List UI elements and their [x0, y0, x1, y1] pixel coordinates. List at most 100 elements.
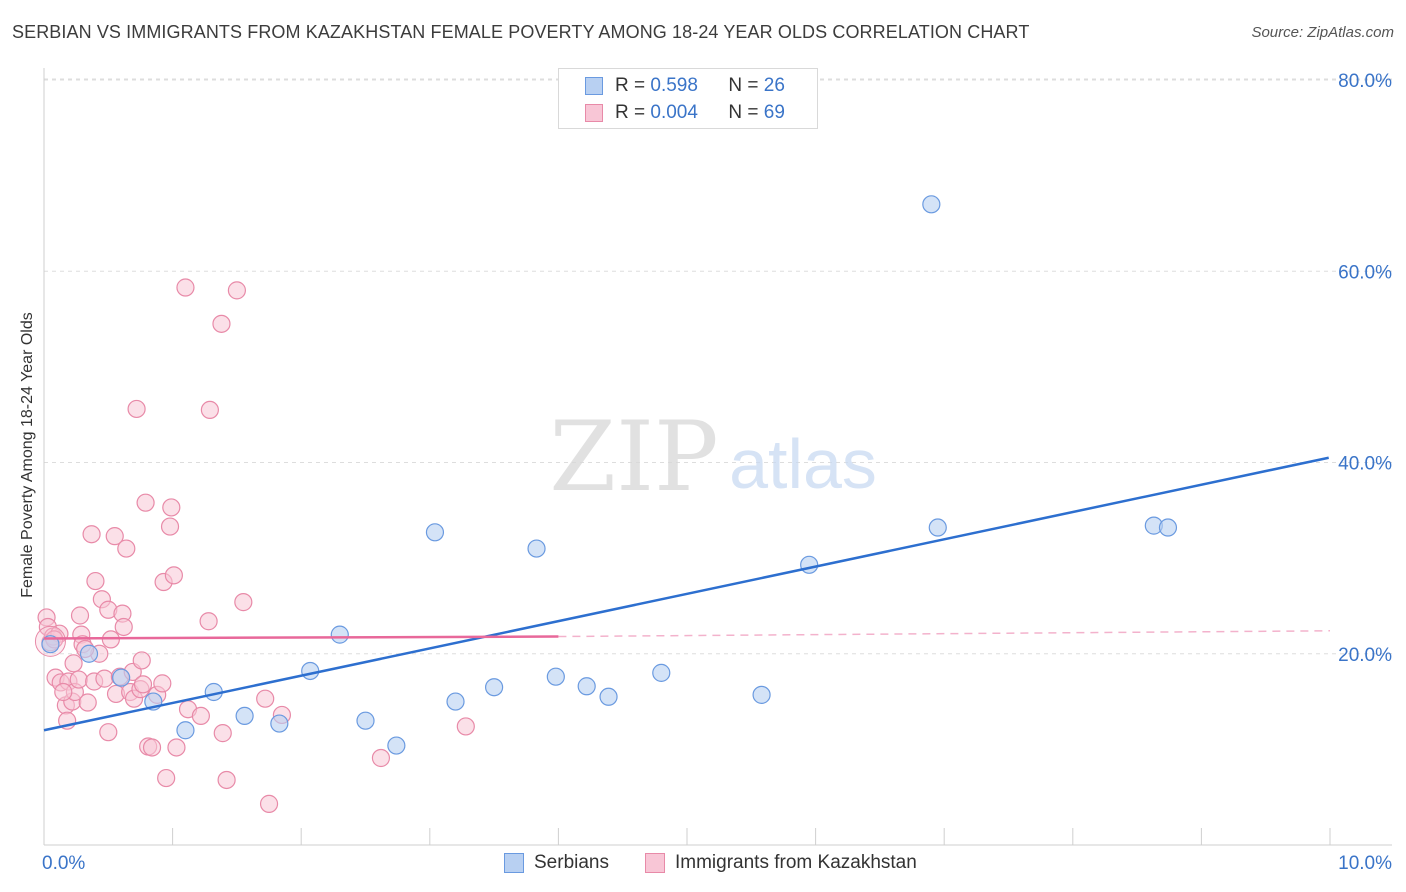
n-label: N =: [728, 75, 759, 96]
kazakhstan-trend-line: [43, 635, 559, 640]
n-value-kazakhstan: 69: [763, 102, 785, 123]
kazakhstan-swatch: [645, 853, 665, 873]
r-value-serbians: 0.598: [650, 75, 698, 96]
serbian-point: [301, 661, 320, 681]
kazakhstan-point: [99, 723, 118, 742]
kazakhstan-point: [162, 498, 181, 517]
serbian-point: [446, 692, 465, 711]
y-tick-label: 60.0%: [1338, 262, 1392, 283]
kazakhstan-point: [153, 674, 172, 693]
legend-row-kazakhstan: R = 0.004 N = 69: [585, 101, 785, 125]
x-tick-label: 0.0%: [42, 853, 85, 874]
legend-item-kazakhstan[interactable]: Immigrants from Kazakhstan: [645, 852, 917, 874]
serbian-point: [752, 685, 771, 704]
kazakhstan-point: [117, 539, 136, 558]
serbian-point: [387, 736, 406, 755]
axes: [43, 68, 1392, 846]
serbian-point: [176, 721, 195, 740]
kazakhstan-point: [82, 525, 101, 544]
serbian-point: [41, 635, 60, 654]
watermark-atlas: atlas: [729, 425, 877, 503]
kazakhstan-point: [95, 669, 114, 688]
watermark-zip: ZIP: [549, 401, 718, 513]
kazakhstan-point: [132, 651, 151, 670]
serbian-point: [1158, 518, 1178, 537]
kazakhstan-point: [70, 606, 90, 625]
kazakhstan-point: [136, 493, 155, 512]
r-label: R =: [615, 102, 646, 123]
kazakhstan-point: [256, 689, 275, 708]
kazakhstan-point: [234, 593, 253, 612]
kazakhstan-point: [217, 770, 236, 790]
legend-row-serbians: R = 0.598 N = 26: [585, 74, 785, 98]
source-credit: Source: ZipAtlas.com: [1251, 24, 1394, 41]
serbian-point: [800, 555, 819, 574]
x-tick-label: 10.0%: [1338, 853, 1392, 874]
trend-lines: [43, 456, 1331, 732]
serbian-point: [425, 523, 445, 542]
serbian-trend-line: [43, 456, 1329, 732]
kazakhstan-point: [105, 527, 124, 546]
kazakhstan-point: [86, 571, 105, 591]
serbian-points: [41, 195, 1178, 755]
kazakhstan-point: [127, 399, 146, 419]
serbian-point: [922, 195, 941, 214]
y-tick-label: 40.0%: [1338, 454, 1392, 475]
y-tick-label: 80.0%: [1338, 71, 1392, 92]
serbian-point: [577, 677, 596, 696]
serbian-point: [235, 706, 254, 726]
serbian-point: [928, 518, 947, 537]
serbian-point: [527, 539, 546, 558]
kazakhstan-point: [160, 517, 180, 536]
gridlines: [44, 78, 1392, 655]
kazakhstan-point: [64, 654, 83, 673]
series-legend: Serbians Immigrants from Kazakhstan: [0, 852, 1406, 878]
kazakhstan-point: [157, 768, 176, 788]
kazakhstan-point: [259, 794, 279, 813]
kazakhstan-point: [54, 682, 73, 702]
legend-item-serbians[interactable]: Serbians: [504, 852, 609, 874]
tick-labels: 20.0% 40.0% 60.0% 80.0% 0.0% 10.0%: [42, 71, 1392, 874]
y-tick-label: 20.0%: [1338, 645, 1392, 666]
stats-legend: R = 0.598 N = 26 R = 0.004 N = 69: [558, 68, 818, 129]
kazakhstan-trend-extension: [558, 630, 1331, 638]
kazakhstan-point: [176, 278, 195, 297]
legend-label-serbians: Serbians: [534, 852, 609, 873]
y-axis-label: Female Poverty Among 18-24 Year Olds: [19, 312, 36, 598]
serbian-point: [599, 687, 618, 706]
kazakhstan-point: [142, 738, 162, 757]
kazakhstan-point: [114, 617, 133, 637]
serbian-point: [112, 668, 131, 687]
kazakhstan-point: [212, 314, 231, 333]
chart-title: SERBIAN VS IMMIGRANTS FROM KAZAKHSTAN FE…: [12, 22, 1030, 42]
kazakhstan-point: [371, 748, 391, 768]
kazakhstan-point: [456, 717, 475, 736]
kazakhstan-point: [133, 675, 153, 694]
serbian-point: [652, 663, 671, 682]
kazakhstan-point: [213, 724, 232, 743]
serbian-point: [356, 711, 375, 730]
kazakhstan-point: [200, 400, 219, 420]
kazakhstan-point: [78, 693, 97, 712]
serbian-point: [330, 625, 349, 644]
kazakhstan-points: [34, 278, 475, 813]
kazakhstan-point: [164, 566, 183, 585]
n-label: N =: [728, 102, 759, 123]
r-label: R =: [615, 75, 646, 96]
n-value-serbians: 26: [763, 75, 785, 96]
serbian-swatch: [504, 853, 524, 873]
serbian-point: [546, 667, 565, 686]
serbian-point: [270, 714, 289, 733]
kazakhstan-point: [227, 281, 246, 300]
kazakhstan-point: [167, 738, 186, 757]
kazakhstan-swatch: [585, 104, 603, 122]
r-value-kazakhstan: 0.004: [650, 102, 698, 123]
serbian-point: [79, 644, 99, 663]
kazakhstan-point: [69, 670, 88, 689]
serbian-swatch: [585, 77, 603, 95]
kazakhstan-point: [199, 612, 218, 631]
serbian-point: [485, 678, 504, 697]
kazakhstan-point: [191, 706, 210, 726]
legend-label-kazakhstan: Immigrants from Kazakhstan: [675, 852, 917, 873]
